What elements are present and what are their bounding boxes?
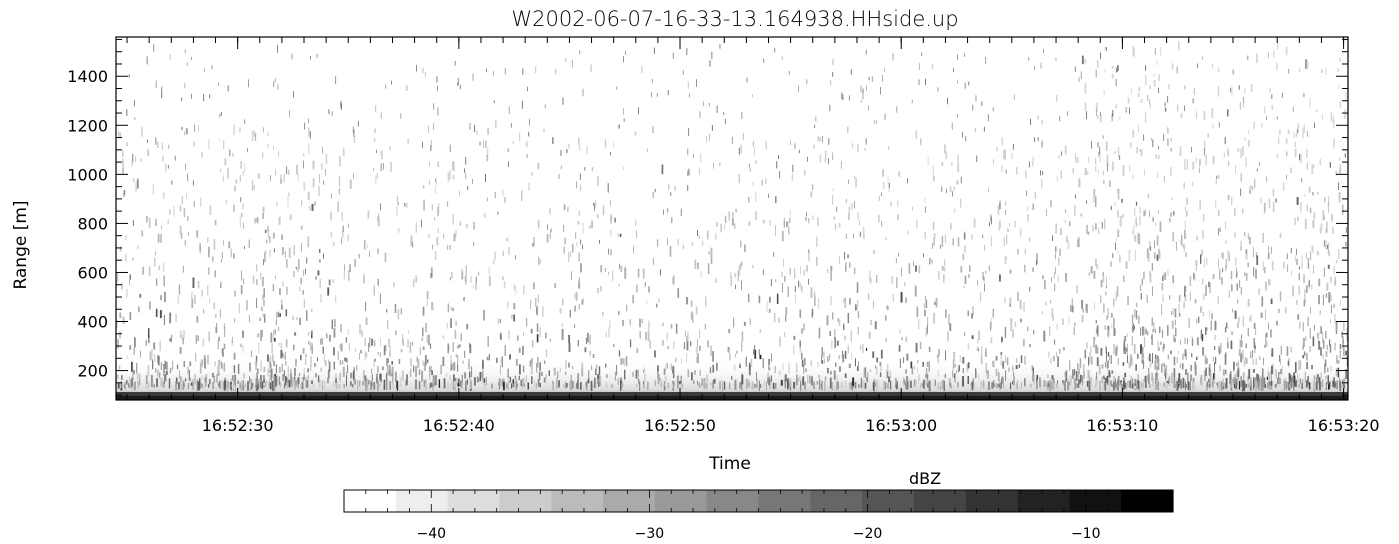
colorbar-step <box>551 490 604 512</box>
chart-title: W2002-06-07-16-33-13.164938.HHside.up <box>511 7 958 31</box>
x-tick-label: 16:53:00 <box>865 416 937 435</box>
y-tick: 800 <box>77 214 1348 233</box>
y-tick-label: 1000 <box>67 165 108 184</box>
colorbar-step <box>344 490 397 512</box>
x-tick-label: 16:53:20 <box>1308 416 1380 435</box>
y-tick: 200 <box>77 362 1348 381</box>
colorbar-step <box>810 490 863 512</box>
y-tick: 400 <box>77 313 1348 332</box>
y-tick: 1400 <box>67 67 1348 86</box>
colorbar-tick-label: −30 <box>635 526 665 542</box>
plot-area <box>115 36 1349 401</box>
y-tick: 1200 <box>67 116 1348 135</box>
y-tick-label: 800 <box>77 214 108 233</box>
colorbar-step <box>1069 490 1122 512</box>
colorbar-step <box>395 490 449 512</box>
colorbar-tick-label: −20 <box>853 526 883 542</box>
x-tick-label: 16:53:10 <box>1086 416 1158 435</box>
colorbar-step <box>1121 490 1174 512</box>
x-tick-label: 16:52:30 <box>202 416 274 435</box>
colorbar: −40 −30 −20 −10 <box>343 489 1174 542</box>
y-tick-label: 1400 <box>67 67 108 86</box>
colorbar-step <box>499 490 552 512</box>
colorbar-step <box>447 490 500 512</box>
x-axis: 16:52:30 16:52:40 16:52:50 16:53:00 16:53:10… <box>126 37 1380 435</box>
y-tick: 1000 <box>67 165 1348 184</box>
colorbar-step <box>1017 490 1070 512</box>
y-axis-label: Range [m] <box>11 200 31 289</box>
colorbar-step <box>758 490 811 512</box>
y-tick-label: 1200 <box>67 116 108 135</box>
colorbar-step <box>862 490 915 512</box>
colorbar-tick-label: −40 <box>416 526 446 542</box>
colorbar-step <box>965 490 1019 512</box>
x-tick-label: 16:52:40 <box>423 416 495 435</box>
y-axis: 200 400 600 800 1000 1200 1400 <box>67 38 1348 396</box>
colorbar-label: dBZ <box>909 469 941 488</box>
x-axis-label: Time <box>708 454 751 474</box>
y-tick-label: 200 <box>77 362 108 381</box>
y-tick-label: 600 <box>77 263 108 282</box>
colorbar-step <box>654 490 708 512</box>
colorbar-step <box>603 490 656 512</box>
colorbar-step <box>706 490 760 512</box>
colorbar-tick-label: −10 <box>1071 526 1101 542</box>
x-tick-label: 16:52:50 <box>644 416 716 435</box>
y-tick: 600 <box>77 263 1348 282</box>
colorbar-step <box>913 490 967 512</box>
y-tick-label: 400 <box>77 313 108 332</box>
